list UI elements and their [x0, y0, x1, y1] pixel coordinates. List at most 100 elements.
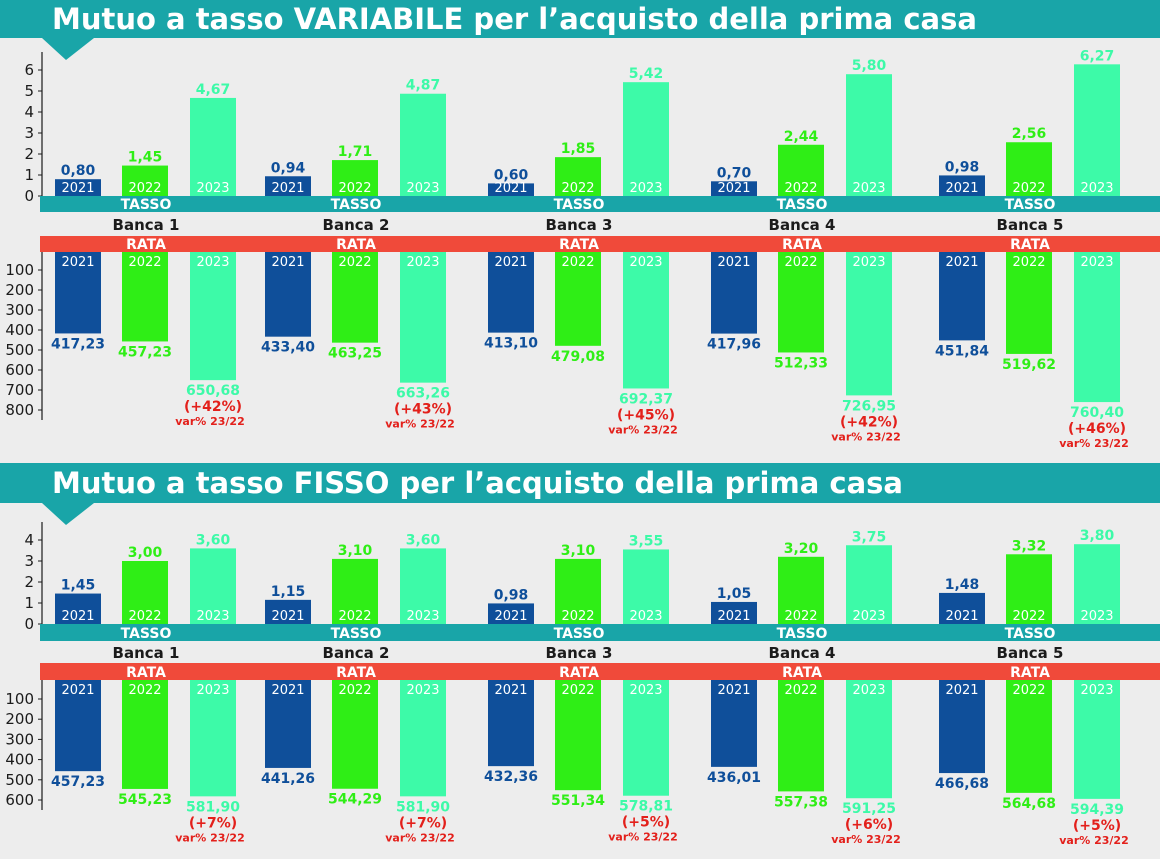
p2-rata-band-label: RATA [559, 665, 599, 681]
p1-rata-year-label: 2022 [338, 255, 371, 270]
p2-rata-tick-label: 500 [5, 771, 34, 789]
p2-rata-value-label: 557,38 [774, 794, 828, 810]
p2-rata-bar [623, 680, 669, 796]
p2-rata-tick-label: 600 [5, 791, 34, 809]
p2-rata-year-label: 2023 [852, 683, 885, 698]
p2-tasso-band-label: TASSO [331, 626, 382, 642]
p2-tasso-tick-label: 3 [24, 552, 34, 570]
p2-title: Mutuo a tasso FISSO per l’acquisto della… [52, 466, 903, 500]
p2-tasso-value-label: 1,05 [717, 586, 752, 602]
p1-tasso-tick-label: 4 [24, 103, 34, 121]
p2-rata-bar [400, 680, 446, 797]
p1-bank-label: Banca 2 [323, 216, 390, 234]
p2-tasso-bar [332, 558, 378, 624]
p2-rata-var-label: var% 23/22 [831, 833, 901, 846]
p1-tasso-year-label: 2022 [784, 181, 817, 196]
p2-rata-year-label: 2023 [629, 683, 662, 698]
p1-tasso-year-label: 2021 [494, 181, 527, 196]
p2-rata-bar [332, 680, 378, 789]
p1-rata-var-label: var% 23/22 [175, 415, 245, 428]
p1-tasso-value-label: 5,80 [852, 58, 887, 74]
p2-rata-year-label: 2021 [271, 683, 304, 698]
p2-tasso-year-label: 2022 [1012, 609, 1045, 624]
p2-rata-var-pct: (+7%) [399, 815, 447, 831]
p1-rata-bar [623, 252, 669, 389]
p1-tasso-year-label: 2023 [406, 181, 439, 196]
p2-rata-year-label: 2021 [717, 683, 750, 698]
p1-rata-tick-label: 300 [5, 301, 34, 319]
p1-rata-bar [1006, 252, 1052, 354]
p1-rata-tick-label: 700 [5, 381, 34, 399]
p2-tasso-bar [190, 548, 236, 624]
p1-rata-var-pct: (+46%) [1068, 421, 1126, 437]
p1-rata-bar [122, 252, 168, 342]
p1-tasso-value-label: 1,85 [561, 141, 596, 157]
p2-rata-year-label: 2022 [338, 683, 371, 698]
p1-rata-tick-label: 500 [5, 341, 34, 359]
p1-tasso-value-label: 1,45 [128, 150, 163, 166]
p1-rata-band-label: RATA [1010, 237, 1050, 253]
p1-tasso-bar [190, 97, 236, 196]
p2-bank-label: Banca 4 [769, 644, 836, 662]
p1-rata-value-label: 760,40 [1070, 405, 1124, 421]
p2-tasso-value-label: 1,48 [945, 577, 980, 593]
p2-rata-year-label: 2021 [945, 683, 978, 698]
p2-rata-year-label: 2021 [494, 683, 527, 698]
p2-tasso-year-label: 2022 [128, 609, 161, 624]
p2-rata-bar [846, 680, 892, 799]
p1-tasso-tick-label: 3 [24, 124, 34, 142]
p2-rata-bar [778, 680, 824, 792]
p2-rata-var-label: var% 23/22 [608, 831, 678, 844]
p2-tasso-value-label: 3,75 [852, 529, 887, 545]
p1-rata-year-label: 2021 [717, 255, 750, 270]
p1-tasso-bar [555, 157, 601, 196]
p1-tasso-year-label: 2021 [271, 181, 304, 196]
p2-tasso-value-label: 3,32 [1012, 538, 1047, 554]
p1-rata-tick-label: 800 [5, 401, 34, 419]
p2-tasso-year-label: 2023 [1080, 609, 1113, 624]
p1-tasso-year-label: 2022 [128, 181, 161, 196]
p2-rata-var-pct: (+5%) [622, 815, 670, 831]
p1-rata-band-label: RATA [126, 237, 166, 253]
p2-rata-year-label: 2023 [196, 683, 229, 698]
p2-rata-bar [265, 680, 311, 768]
p1-tasso-bar [1074, 64, 1120, 196]
p1-rata-bar [555, 252, 601, 346]
p1-tasso-bar [623, 82, 669, 196]
p1-rata-year-label: 2022 [784, 255, 817, 270]
p2-tasso-bar [778, 556, 824, 624]
p2-tasso-year-label: 2022 [784, 609, 817, 624]
p2-tasso-bar [711, 601, 757, 624]
p1-rata-var-pct: (+42%) [184, 399, 242, 415]
p1-tasso-bar [846, 74, 892, 196]
p1-rata-tick-label: 100 [5, 261, 34, 279]
p2-rata-var-label: var% 23/22 [1059, 834, 1129, 847]
p1-rata-value-label: 479,08 [551, 349, 605, 365]
p2-tasso-band-label: TASSO [121, 626, 172, 642]
p2-rata-value-label: 436,01 [707, 770, 761, 786]
p1-tasso-bar [265, 176, 311, 196]
p1-rata-value-label: 417,23 [51, 336, 105, 352]
p2-rata-value-label: 432,36 [484, 769, 538, 785]
p2-rata-bar [939, 680, 985, 774]
p2-tasso-value-label: 3,55 [629, 533, 664, 549]
p1-tasso-year-label: 2021 [717, 181, 750, 196]
p1-rata-value-label: 413,10 [484, 336, 538, 352]
p1-rata-value-label: 726,95 [842, 398, 896, 414]
p1-rata-band-label: RATA [559, 237, 599, 253]
p2-tasso-bar [846, 545, 892, 624]
p2-tasso-bar [55, 593, 101, 624]
p1-tasso-tick-label: 1 [24, 166, 34, 184]
p2-rata-var-label: var% 23/22 [175, 831, 245, 844]
p2-rata-var-pct: (+7%) [189, 815, 237, 831]
p2-rata-bar [190, 680, 236, 797]
p1-tasso-bar [488, 183, 534, 196]
p1-tasso-year-label: 2023 [852, 181, 885, 196]
p2-bank-label: Banca 3 [546, 644, 613, 662]
p1-rata-bar [711, 252, 757, 334]
p2-rata-year-label: 2022 [784, 683, 817, 698]
p1-tasso-band-label: TASSO [121, 197, 172, 213]
p1-rata-tick-label: 200 [5, 281, 34, 299]
p1-rata-bar [939, 252, 985, 341]
